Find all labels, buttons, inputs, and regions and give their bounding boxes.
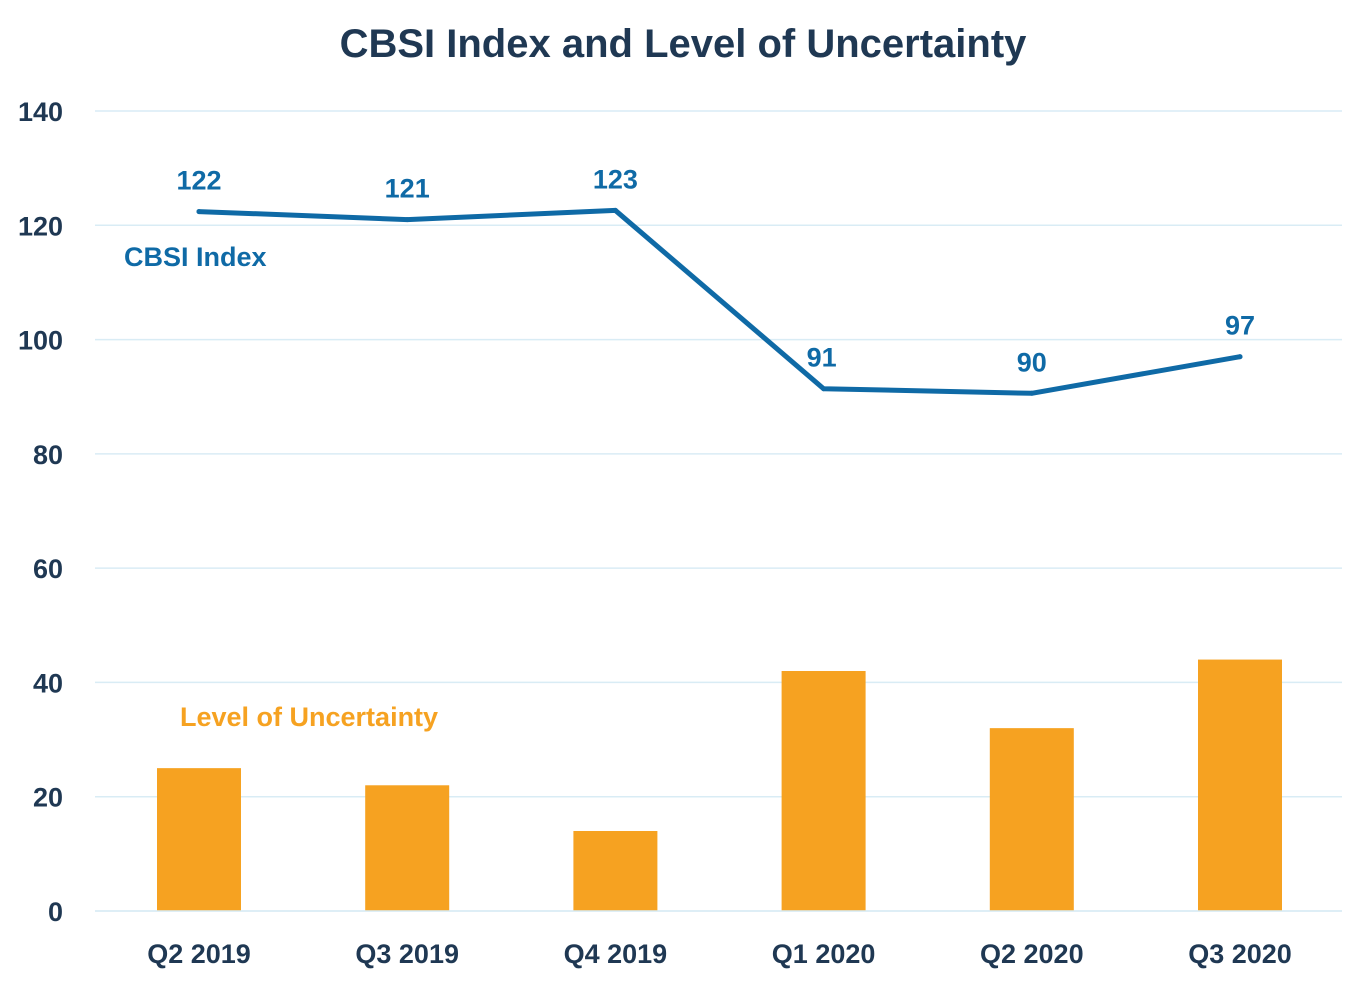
cbsi-index-line	[196, 207, 1243, 396]
x-tick-label: Q3 2020	[1188, 939, 1292, 969]
cbsi-data-label: 123	[593, 164, 638, 194]
cbsi-index-point	[821, 386, 827, 392]
y-tick-label: 80	[33, 440, 63, 470]
x-tick-label: Q2 2020	[980, 939, 1084, 969]
y-tick-label: 20	[33, 783, 63, 813]
uncertainty-bar	[365, 785, 450, 911]
x-tick-label: Q4 2019	[564, 939, 668, 969]
chart-title: CBSI Index and Level of Uncertainty	[339, 22, 1027, 66]
cbsi-data-label: 122	[176, 166, 221, 196]
uncertainty-bar	[573, 831, 658, 911]
x-tick-label: Q2 2019	[147, 939, 251, 969]
x-tick-label: Q1 2020	[772, 939, 876, 969]
y-tick-label: 60	[33, 554, 63, 584]
uncertainty-bar	[157, 768, 241, 911]
cbsi-index-point	[196, 209, 202, 215]
cbsi-index-point	[404, 217, 410, 223]
uncertainty-bar	[781, 671, 866, 911]
uncertainty-bar	[989, 728, 1074, 911]
cbsi-data-label: 97	[1225, 311, 1255, 341]
cbsi-index-point	[612, 207, 618, 213]
cbsi-index-point	[1237, 354, 1243, 360]
x-tick-label: Q3 2019	[355, 939, 459, 969]
cbsi-data-label: 121	[385, 174, 430, 204]
y-tick-label: 40	[33, 668, 63, 698]
y-tick-label: 140	[18, 97, 63, 127]
uncertainty-series-label: Level of Uncertainty	[180, 702, 438, 732]
cbsi-index-point	[1029, 390, 1035, 396]
cbsi-data-label: 90	[1017, 347, 1047, 377]
y-tick-label: 0	[48, 897, 63, 927]
cbsi-index-series-label: CBSI Index	[124, 242, 267, 272]
uncertainty-bar	[1198, 659, 1282, 911]
cbsi-data-label: 91	[807, 343, 837, 373]
y-tick-label: 120	[18, 211, 63, 241]
y-tick-label: 100	[18, 326, 63, 356]
